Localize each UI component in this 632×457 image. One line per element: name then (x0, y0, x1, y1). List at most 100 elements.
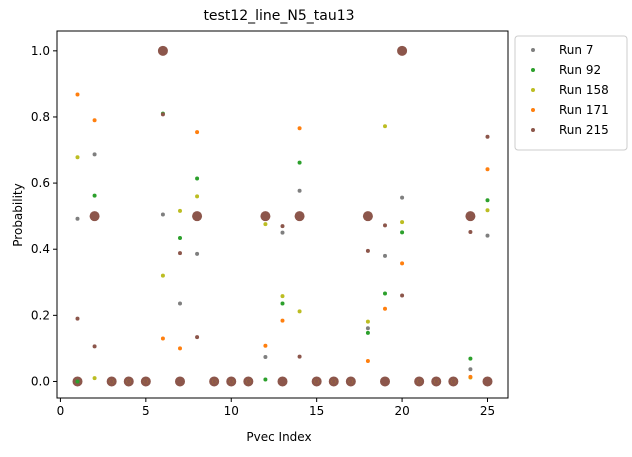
data-point-series-1 (297, 160, 302, 165)
highlight-point (192, 211, 203, 222)
data-point-series-2 (297, 309, 302, 314)
highlight-point (294, 211, 305, 222)
data-point-series-3 (400, 261, 405, 266)
data-point-series-3 (365, 358, 370, 363)
data-point-series-1 (468, 356, 473, 361)
data-point-series-1 (92, 193, 97, 198)
data-point-series-4 (434, 379, 439, 384)
x-tick-label: 15 (309, 404, 324, 418)
legend-box (514, 35, 628, 151)
data-point-series-3 (92, 118, 97, 123)
data-point-series-4 (178, 251, 182, 256)
data-point-series-4 (263, 214, 268, 219)
x-tick-label: 10 (224, 404, 239, 418)
x-tick-label: 0 (57, 404, 65, 418)
data-point-series-4 (280, 224, 285, 229)
data-point-series-3 (178, 346, 182, 351)
data-point-series-2 (485, 208, 490, 213)
highlight-point (465, 211, 476, 222)
chart-title: test12_line_N5_tau13 (203, 8, 354, 24)
data-point-series-2 (75, 155, 80, 160)
data-point-series-2 (263, 222, 268, 227)
data-point-series-2 (195, 194, 200, 199)
data-point-series-2 (178, 208, 182, 213)
data-point-series-0 (280, 230, 285, 235)
data-point-series-4 (451, 379, 456, 384)
data-point-series-4 (331, 379, 336, 384)
data-point-series-1 (280, 301, 285, 306)
data-point-series-2 (92, 376, 97, 381)
data-point-series-0 (297, 188, 302, 193)
data-point-series-3 (280, 318, 285, 323)
highlight-point (397, 45, 408, 56)
y-tick-label: 0.0 (31, 374, 50, 388)
data-point-series-4 (75, 316, 80, 321)
data-point-series-1 (178, 235, 182, 240)
y-tick-label: 0.8 (31, 110, 50, 124)
data-point-series-4 (365, 248, 370, 253)
y-tick-label: 0.2 (31, 308, 50, 322)
data-point-series-3 (485, 167, 490, 172)
data-point-series-0 (92, 152, 97, 157)
legend-marker (531, 128, 535, 132)
x-tick-label: 5 (142, 404, 150, 418)
highlight-point (89, 211, 100, 222)
legend-label: Run 92 (559, 63, 601, 77)
data-point-series-2 (400, 220, 405, 225)
data-point-series-3 (468, 374, 473, 379)
data-point-series-4 (212, 379, 217, 384)
data-point-series-4 (229, 379, 234, 384)
legend-marker (531, 108, 535, 112)
data-point-series-0 (468, 367, 473, 372)
legend: Run 7 Run 92 Run 158 Run 171 Run 215 (514, 35, 628, 151)
data-point-series-4 (143, 379, 148, 384)
y-tick-label: 0.4 (31, 242, 50, 256)
data-point-series-4 (468, 230, 473, 235)
data-point-series-4 (109, 379, 114, 384)
data-point-series-3 (383, 306, 387, 311)
highlight-point (175, 376, 185, 387)
legend-label: Run 158 (559, 83, 609, 97)
data-point-series-4 (400, 293, 405, 298)
data-point-series-0 (485, 233, 490, 238)
data-point-series-1 (195, 176, 200, 181)
highlight-point (380, 376, 390, 387)
y-tick-label: 1.0 (31, 44, 50, 58)
x-tick-label: 20 (394, 404, 409, 418)
data-point-series-1 (365, 330, 370, 335)
data-point-series-3 (160, 336, 165, 341)
data-point-series-0 (383, 253, 387, 258)
data-point-series-2 (280, 294, 285, 299)
legend-marker (531, 68, 535, 72)
data-point-series-0 (160, 212, 165, 217)
highlight-point (157, 45, 168, 56)
legend-label: Run 7 (559, 43, 593, 57)
data-point-series-4 (417, 379, 422, 384)
data-point-series-3 (263, 343, 268, 348)
legend-marker (531, 88, 535, 92)
data-point-series-1 (75, 379, 80, 384)
data-point-series-4 (348, 379, 353, 384)
data-point-series-4 (126, 379, 131, 384)
data-point-series-4 (160, 112, 165, 117)
data-point-series-4 (297, 354, 302, 359)
highlight-point (482, 376, 493, 387)
y-tick-label: 0.6 (31, 176, 50, 190)
data-point-series-3 (75, 92, 80, 97)
data-point-series-1 (263, 377, 268, 382)
data-point-series-4 (246, 379, 251, 384)
highlight-point (277, 376, 288, 387)
highlight-point (362, 211, 373, 222)
data-point-series-2 (365, 319, 370, 324)
data-point-series-3 (195, 130, 200, 135)
legend-marker (531, 48, 535, 52)
data-point-series-0 (400, 195, 405, 200)
data-point-series-4 (195, 335, 200, 340)
x-tick-label: 25 (480, 404, 495, 418)
y-axis-label: Probability (11, 183, 25, 246)
axes-frame (56, 30, 509, 399)
data-point-series-0 (195, 251, 200, 256)
data-point-series-4 (92, 344, 97, 349)
legend-label: Run 171 (559, 103, 609, 117)
